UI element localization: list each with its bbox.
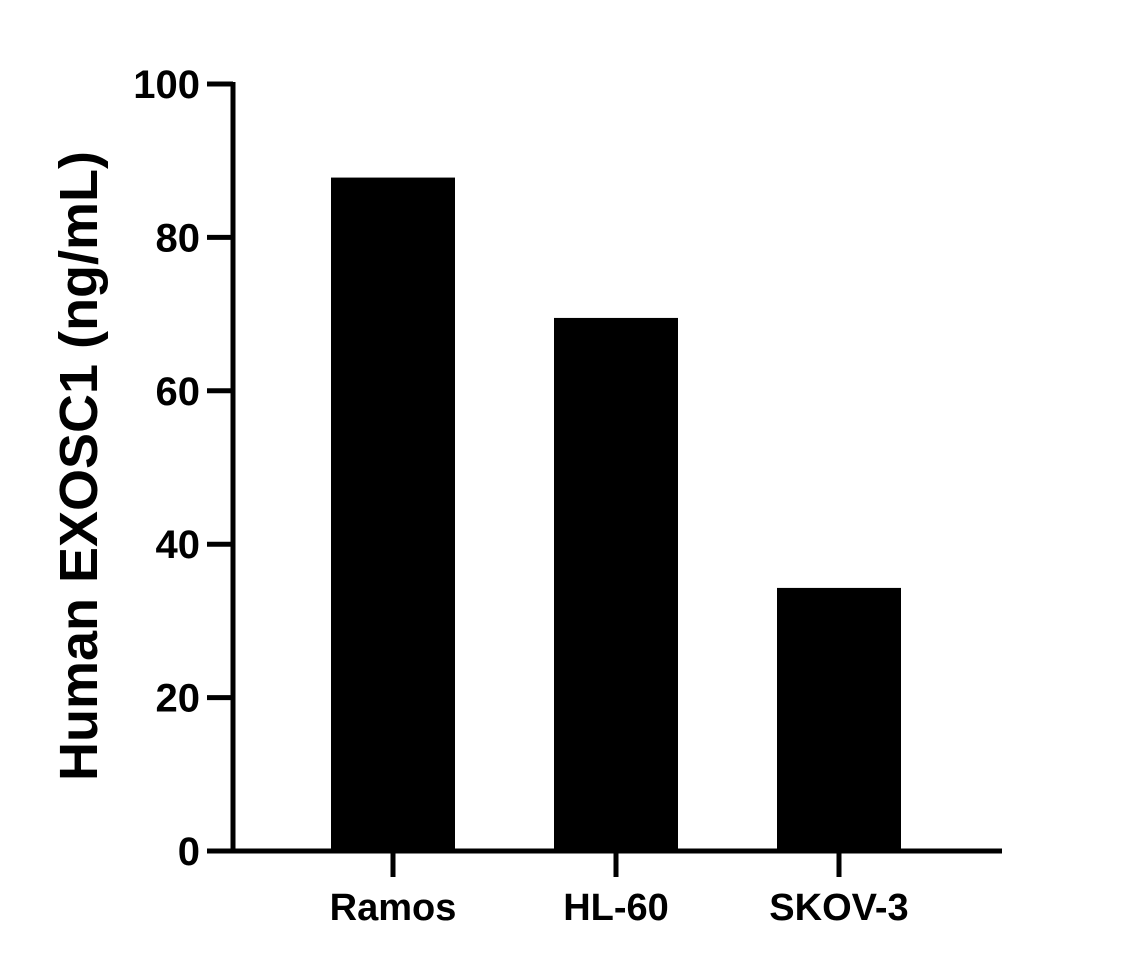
y-tick-label: 100 xyxy=(133,63,200,107)
bar-ramos xyxy=(331,177,455,852)
x-ticks-group: Ramos HL-60 SKOV-3 xyxy=(330,851,909,929)
y-ticks-group: 0 20 40 60 80 100 xyxy=(133,63,233,874)
y-tick-label: 40 xyxy=(156,523,201,567)
y-tick-label: 0 xyxy=(178,830,200,874)
y-tick-label: 20 xyxy=(156,677,201,721)
bars-group xyxy=(331,177,901,852)
bar-hl-60 xyxy=(554,317,678,851)
y-axis-title: Human EXOSC1 (ng/mL) xyxy=(49,151,109,781)
x-category-label: SKOV-3 xyxy=(769,887,908,929)
x-category-label: HL-60 xyxy=(563,887,669,929)
x-category-label: Ramos xyxy=(330,887,457,929)
y-tick-label: 80 xyxy=(156,216,201,260)
bar-skov-3 xyxy=(777,587,901,851)
y-tick-label: 60 xyxy=(156,370,201,414)
